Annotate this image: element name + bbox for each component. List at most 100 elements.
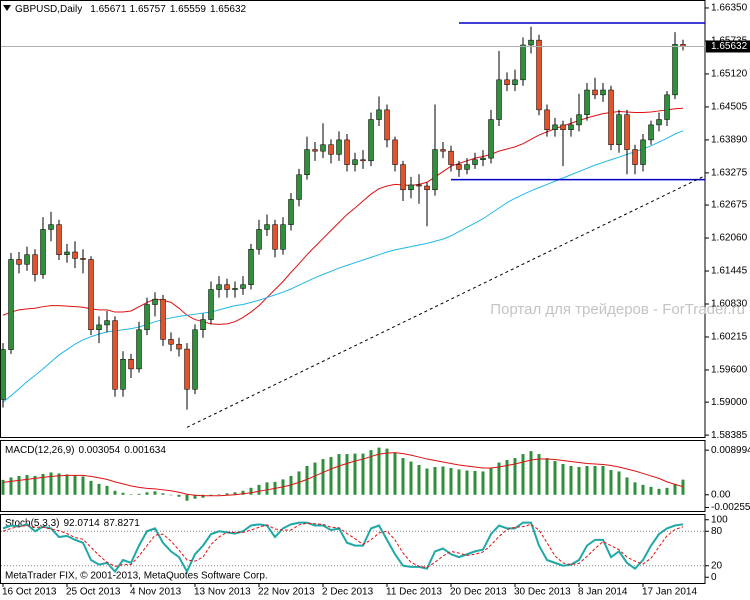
macd-bar [441,466,445,495]
candle-body [664,94,670,120]
candle-body [96,324,102,330]
macd-bar [257,484,261,495]
candle-body [392,139,398,165]
candle-body [64,251,70,255]
footer: MetaTrader FIX, © 2001-2013, MetaQuotes … [5,571,268,582]
macd-bar [609,469,613,495]
indicator-label: MACD(12,26,9) [5,445,74,456]
macd-bar [193,494,197,499]
candle-body [288,199,294,225]
macd-bar [377,447,381,495]
macd-bar [425,468,429,495]
macd-bar [369,450,373,495]
macd-bar [665,487,669,495]
macd-bar [113,490,117,495]
macd-header: MACD(12,26,9) 0.003054 0.001634 [5,445,166,456]
candle-body [544,109,550,130]
signal-value: 0.001634 [124,445,166,456]
macd-bar [97,483,101,495]
y-tick-label: 0 [711,572,717,583]
macd-bar [1,479,5,495]
candle-body [280,224,286,250]
macd-bar [489,467,493,495]
y-tick-label: 1.60830 [711,299,748,310]
macd-bar [593,465,597,495]
macd-bar [177,494,181,497]
macd-bar [545,458,549,495]
candle-body [72,251,78,259]
y-tick-label: 1.59600 [711,365,748,376]
x-tick-label: 13 Nov 2013 [194,587,251,598]
macd-bar [449,467,453,495]
y-tick-label: 20 [711,560,723,571]
y-tick-label: 80 [711,526,723,537]
candle-body [168,339,174,345]
y-tick-label: 1.63275 [711,168,748,179]
macd-bar [33,475,37,495]
y-tick-label: 1.62060 [711,233,748,244]
macd-panel [0,440,706,512]
macd-bar [569,465,573,495]
macd-bar [249,487,253,495]
macd-bar [401,458,405,495]
candle-body [248,249,254,285]
series-line [2,522,684,568]
candle-body [224,284,230,290]
menu-arrow[interactable] [3,5,11,11]
candle-body [304,149,310,176]
macd-bar [481,471,485,495]
x-tick-label: 20 Dec 2013 [450,587,507,598]
macd-bar [225,493,229,495]
candle-body [384,109,390,141]
x-tick-label: 17 Jan 2014 [642,587,697,598]
main-panel [0,0,706,438]
macd-bar [385,448,389,495]
y-tick-label: 1.58385 [711,430,748,441]
candle-body [568,124,574,130]
close-value: 1.65632 [210,4,247,15]
candle-body [616,114,622,145]
macd-bar [233,492,237,495]
candle-body [200,319,206,330]
candle-body [656,119,662,126]
indicator-label: Stoch(5,3,3) [5,518,59,529]
x-tick-label: 11 Dec 2013 [386,587,442,598]
macd-bar [73,475,77,495]
macd-bar [337,454,341,495]
macd-bar [649,486,653,495]
macd-bar [49,472,53,495]
candle-body [376,109,382,120]
x-tick-label: 8 Jan 2014 [578,587,628,598]
candle-body [496,79,502,120]
y-tick-label: -0.002556 [711,502,750,513]
macd-bar [409,461,413,495]
candle-body [536,39,542,111]
y-tick-label: 1.65120 [711,69,748,80]
trend-line [186,175,705,428]
candle-body [672,44,678,96]
candle-body [128,358,134,370]
macd-bar [105,485,109,495]
macd-bar [345,454,349,495]
candle-body [424,185,430,191]
macd-bar [185,494,189,501]
candle-body [352,159,358,165]
macd-bar [145,492,149,495]
macd-bar [137,493,141,495]
candle-body [632,149,638,165]
macd-bar [657,488,661,495]
candle-body [552,124,558,130]
macd-bar [529,451,533,495]
candle-body [360,159,366,162]
macd-bar [561,464,565,495]
candle-body [8,259,14,350]
macd-bar [169,494,173,496]
macd-bar [265,482,269,495]
y-tick-label: 1.62675 [711,200,748,211]
macd-bar [297,471,301,495]
candle-body [312,149,318,152]
candle-body [440,149,446,152]
candle-body [432,149,438,191]
stoch-header: Stoch(5,3,3) 92.0714 87.8271 [5,518,140,529]
